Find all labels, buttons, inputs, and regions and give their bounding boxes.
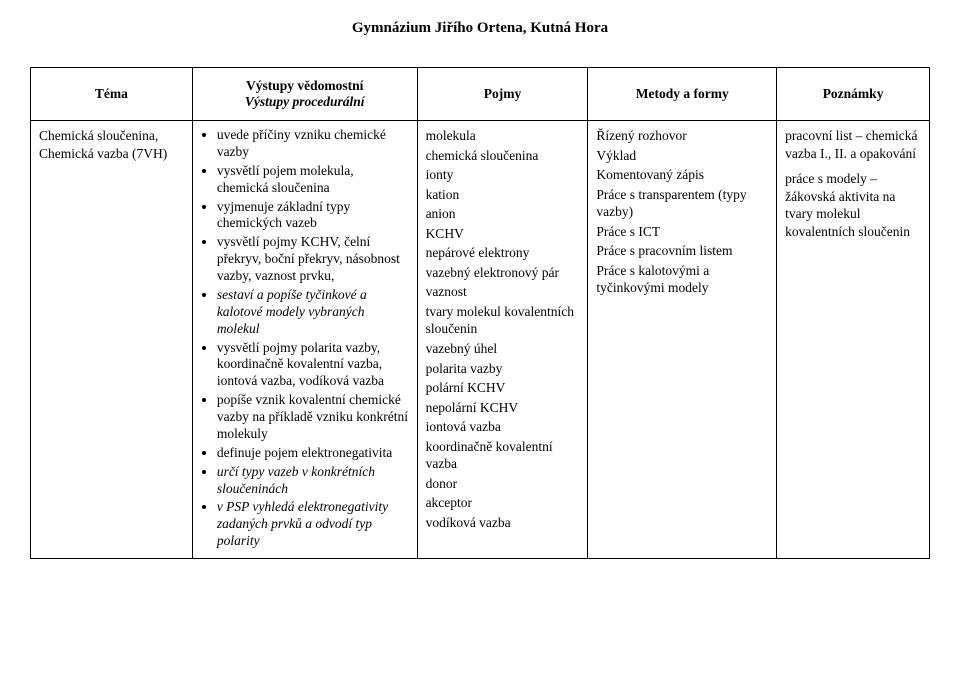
- list-item: vysvětlí pojmy polarita vazby, koordinač…: [217, 340, 409, 391]
- method-line: Práce s transparentem (typy vazby): [596, 186, 768, 221]
- cell-outputs: uvede příčiny vzniku chemické vazbyvysvě…: [192, 121, 417, 559]
- curriculum-table: Téma Výstupy vědomostní Výstupy procedur…: [30, 67, 930, 559]
- term-line: polarita vazby: [426, 360, 580, 378]
- topic-line1: Chemická sloučenina,: [39, 128, 158, 143]
- term-line: iontová vazba: [426, 418, 580, 436]
- table-row: Chemická sloučenina, Chemická vazba (7VH…: [31, 121, 930, 559]
- col-header-poznamky: Poznámky: [777, 68, 930, 121]
- methods-list: Řízený rozhovor VýkladKomentovaný zápis Pr…: [596, 127, 768, 297]
- term-line: vaznost: [426, 283, 580, 301]
- col-header-vystupy: Výstupy vědomostní Výstupy procedurální: [192, 68, 417, 121]
- term-line: chemická sloučenina: [426, 147, 580, 165]
- method-line: Práce s ICT: [596, 223, 768, 241]
- list-item: uvede příčiny vzniku chemické vazby: [217, 127, 409, 161]
- list-item: popíše vznik kovalentní chemické vazby n…: [217, 392, 409, 443]
- term-line: nepolární KCHV: [426, 399, 580, 417]
- method-line: Práce s pracovním listem: [596, 242, 768, 260]
- term-line: vazebný elektronový pár: [426, 264, 580, 282]
- list-item: v PSP vyhledá elektronegativity zadaných…: [217, 499, 409, 550]
- term-line: akceptor: [426, 494, 580, 512]
- term-line: vazebný úhel: [426, 340, 580, 358]
- method-line: Řízený rozhovor: [596, 127, 768, 145]
- list-item: definuje pojem elektronegativita: [217, 445, 409, 462]
- col-header-vystupy-line2: Výstupy procedurální: [199, 94, 411, 110]
- list-item: vysvětlí pojmy KCHV, čelní překryv, bočn…: [217, 234, 409, 285]
- notes-list: pracovní list – chemická vazba I., II. a…: [785, 127, 921, 240]
- col-header-tema: Téma: [31, 68, 193, 121]
- term-line: molekula: [426, 127, 580, 145]
- cell-terms: molekula chemická sloučeninaionty kationan…: [417, 121, 588, 559]
- outputs-list: uvede příčiny vzniku chemické vazbyvysvě…: [201, 127, 409, 550]
- term-line: donor: [426, 475, 580, 493]
- term-line: ionty: [426, 166, 580, 184]
- term-line: polární KCHV: [426, 379, 580, 397]
- terms-list: molekula chemická sloučeninaionty kationan…: [426, 127, 580, 531]
- cell-methods: Řízený rozhovor VýkladKomentovaný zápis Pr…: [588, 121, 777, 559]
- term-line: kation: [426, 186, 580, 204]
- method-line: Práce s kalotovými a tyčinkovými modely: [596, 262, 768, 297]
- term-line: vodíková vazba: [426, 514, 580, 532]
- col-header-metody: Metody a formy: [588, 68, 777, 121]
- note-line: pracovní list – chemická vazba I., II. a…: [785, 127, 921, 162]
- topic-line2: Chemická vazba (7VH): [39, 146, 167, 161]
- method-line: Výklad: [596, 147, 768, 165]
- list-item: sestaví a popíše tyčinkové a kalotové mo…: [217, 287, 409, 338]
- list-item: určí typy vazeb v konkrétních sloučeniná…: [217, 464, 409, 498]
- method-line: Komentovaný zápis: [596, 166, 768, 184]
- term-line: nepárové elektrony: [426, 244, 580, 262]
- col-header-pojmy: Pojmy: [417, 68, 588, 121]
- term-line: KCHV: [426, 225, 580, 243]
- cell-topic: Chemická sloučenina, Chemická vazba (7VH…: [31, 121, 193, 559]
- term-line: tvary molekul kovalentních sloučenin: [426, 303, 580, 338]
- list-item: vysvětlí pojem molekula, chemická slouče…: [217, 163, 409, 197]
- cell-notes: pracovní list – chemická vazba I., II. a…: [777, 121, 930, 559]
- page-header: Gymnázium Jiřího Ortena, Kutná Hora: [30, 20, 930, 37]
- term-line: anion: [426, 205, 580, 223]
- table-header-row: Téma Výstupy vědomostní Výstupy procedur…: [31, 68, 930, 121]
- list-item: vyjmenuje základní typy chemických vazeb: [217, 199, 409, 233]
- term-line: koordinačně kovalentní vazba: [426, 438, 580, 473]
- col-header-vystupy-line1: Výstupy vědomostní: [246, 78, 363, 93]
- note-line: práce s modely – žákovská aktivita na tv…: [785, 170, 921, 240]
